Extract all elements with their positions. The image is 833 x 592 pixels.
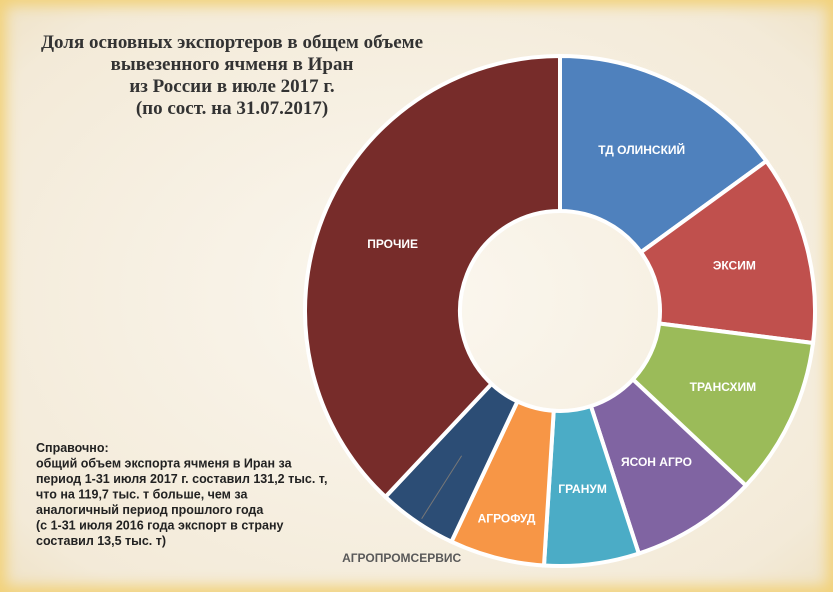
- note-text: аналогичный период прошлого года: [36, 503, 264, 517]
- segment-label: АГРОФУД: [478, 511, 536, 525]
- chart-title: из России в июле 2017 г.: [129, 76, 334, 97]
- segment-label: ПРОЧИЕ: [367, 237, 418, 251]
- segment-label: ТРАНСХИМ: [690, 380, 756, 394]
- donut-segment: [558, 53, 770, 256]
- leader-line: [421, 455, 463, 520]
- note-text: составил 13,5 тыс. т): [36, 534, 166, 548]
- note-text: Справочно:: [36, 441, 109, 455]
- segment-label: ТД ОЛИНСКИЙ: [598, 142, 685, 157]
- note-text: что на 119,7 тыс. т больше, чем за: [36, 488, 248, 502]
- chart-title: вывезенного ячменя в Иран: [111, 54, 354, 75]
- segment-label: ГРАНУМ: [558, 482, 607, 496]
- note-text: период 1-31 июля 2017 г. составил 131,2 …: [36, 472, 327, 486]
- note-text: общий объем экспорта ячменя в Иран за: [36, 457, 293, 471]
- chart-title: Доля основных экспортеров в общем объеме: [41, 32, 423, 53]
- segment-label: ЯСОН АГРО: [621, 455, 692, 469]
- segment-label: АГРОПРОМСЕРВИС: [342, 551, 461, 565]
- segment-label: ЭКСИМ: [713, 258, 756, 272]
- chart-title: (по сост. на 31.07.2017): [136, 98, 328, 119]
- donut-segment: [303, 53, 562, 500]
- note-text: (с 1-31 июля 2016 года экспорт в страну: [36, 519, 284, 533]
- donut-segment: [638, 158, 817, 346]
- donut-segment: [630, 321, 816, 489]
